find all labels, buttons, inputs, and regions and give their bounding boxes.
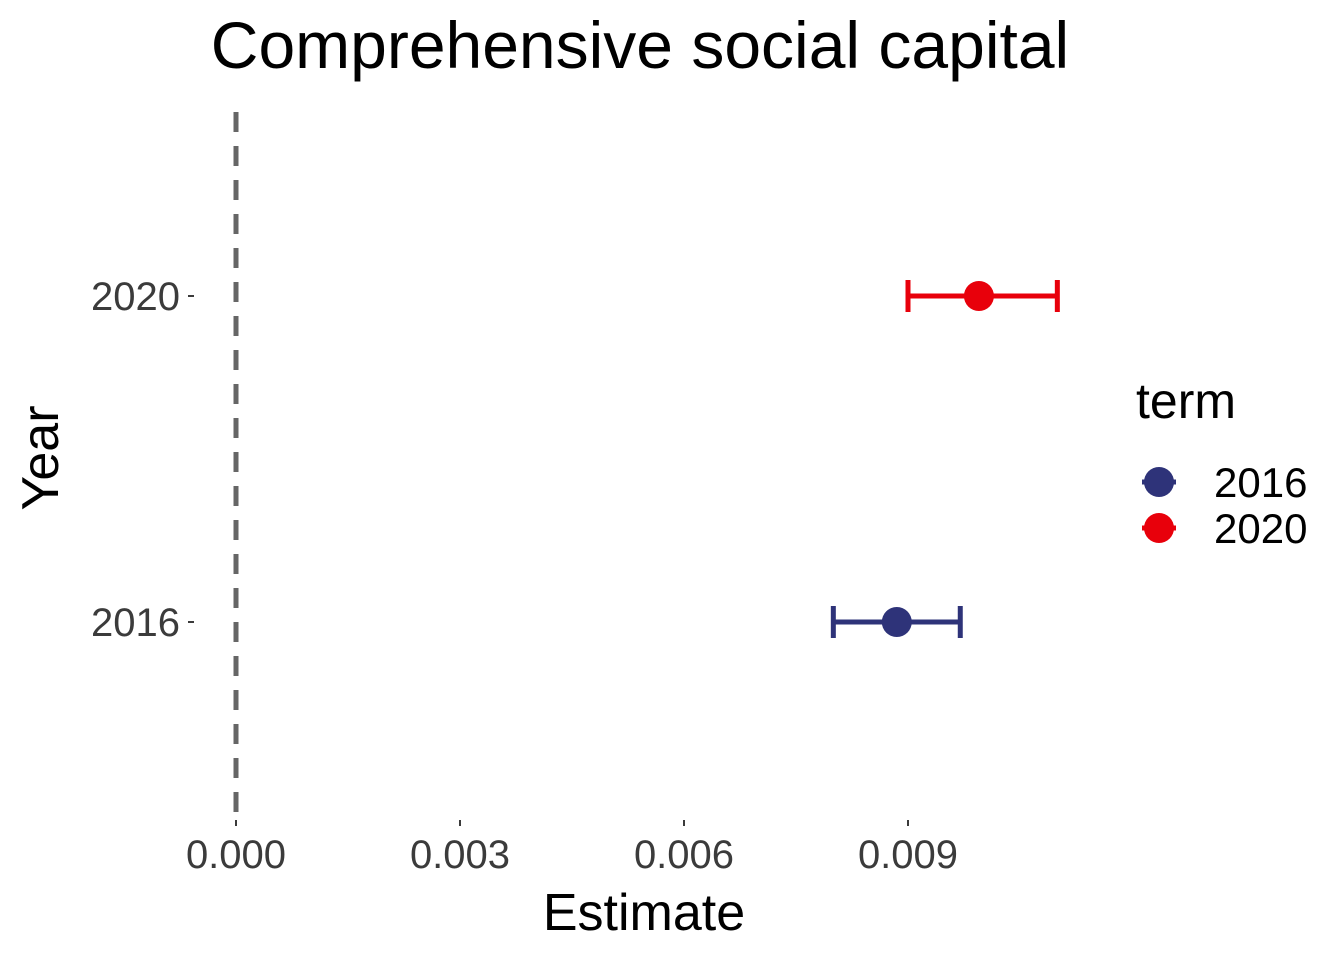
x-tick-label: 0.000 xyxy=(186,833,286,877)
point-2016 xyxy=(881,607,912,637)
legend-label: 2016 xyxy=(1214,459,1307,506)
legend-title: term xyxy=(1136,373,1236,429)
legend-key-point xyxy=(1144,467,1174,497)
x-tick-label: 0.009 xyxy=(858,833,958,877)
x-tick-label: 0.003 xyxy=(410,833,510,877)
legend-key-point xyxy=(1144,513,1174,543)
y-axis-title: Year xyxy=(12,405,70,510)
plot-marks xyxy=(830,280,1060,638)
chart-title: Comprehensive social capital xyxy=(211,8,1069,82)
series-2020 xyxy=(905,280,1060,312)
y-tick-label: 2016 xyxy=(91,601,180,645)
x-axis: 0.000 0.003 0.006 0.009 xyxy=(186,820,958,877)
point-2020 xyxy=(963,281,994,311)
y-tick-label: 2020 xyxy=(91,275,180,319)
y-axis: 2016 2020 xyxy=(91,275,194,645)
legend-item-2020: 2020 xyxy=(1142,505,1307,552)
legend-label: 2020 xyxy=(1214,505,1307,552)
x-tick-label: 0.006 xyxy=(634,833,734,877)
x-axis-title: Estimate xyxy=(543,884,745,942)
series-2016 xyxy=(830,606,963,638)
legend-item-2016: 2016 xyxy=(1142,459,1307,506)
